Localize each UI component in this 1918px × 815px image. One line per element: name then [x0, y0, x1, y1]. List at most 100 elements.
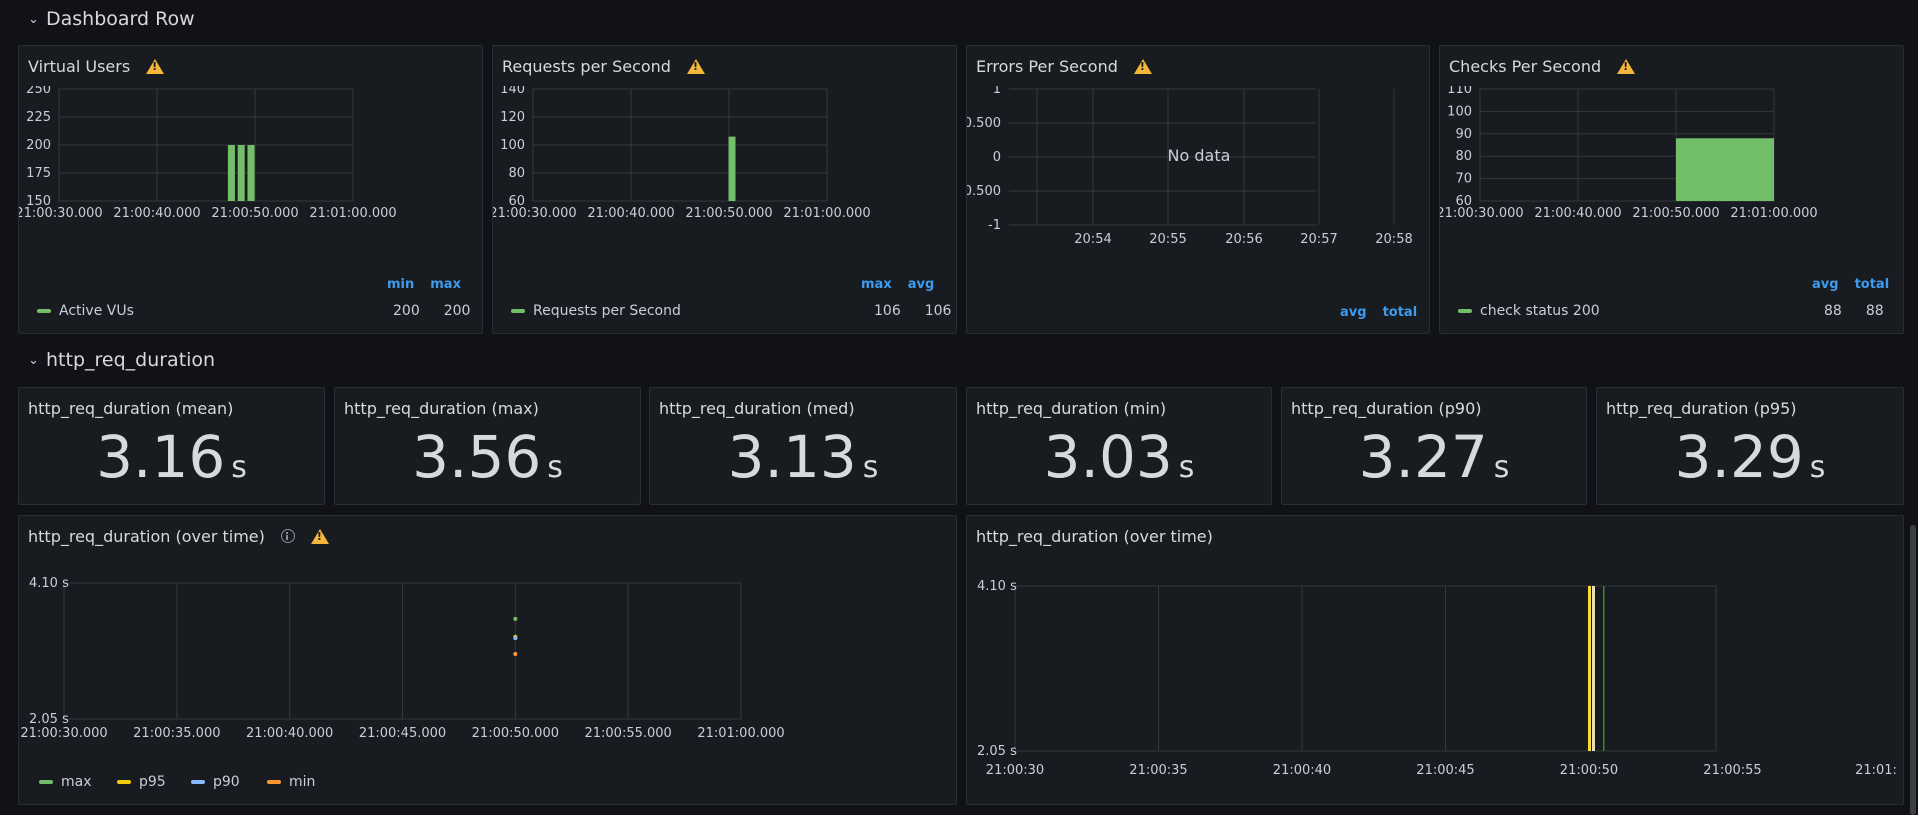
legend-value-total: 88: [1865, 303, 1884, 319]
row-header-http-req-duration[interactable]: ⌄ http_req_duration: [28, 346, 215, 374]
panel-checks-per-second[interactable]: Checks Per Second 60 70 80 90 100 110 21:00:30…: [1439, 45, 1904, 334]
chevron-down-icon: ⌄: [28, 352, 39, 368]
y-tick-label: 80: [508, 166, 525, 181]
panel-header: Requests per Second: [502, 53, 705, 79]
stat-panel-p90[interactable]: http_req_duration (p90) 3.27 s: [1281, 387, 1587, 505]
area-check-status-200: [1676, 138, 1774, 201]
bar-active-vus: [247, 145, 255, 201]
x-tick-label: 21:00:30.000: [20, 726, 107, 741]
x-tick-label: 21:01:00.000: [309, 206, 396, 221]
y-tick-label: -0.500: [967, 184, 1001, 199]
legend-col-avg[interactable]: avg: [907, 277, 935, 292]
x-tick-label: 21:00:35.000: [133, 726, 220, 741]
x-tick-label: 21:01:: [1855, 763, 1897, 778]
legend-item-check-status[interactable]: check status 200: [1458, 303, 1600, 319]
scrollbar[interactable]: [1910, 525, 1916, 815]
stat-panel-mean[interactable]: http_req_duration (mean) 3.16 s: [18, 387, 325, 505]
legend-swatch: [117, 780, 131, 784]
warning-icon[interactable]: [310, 528, 329, 544]
legend-value-avg: 88: [1824, 303, 1842, 319]
legend-swatch: [37, 309, 51, 313]
x-tick-label: 21:00:40.000: [246, 726, 333, 741]
bar-active-vus: [237, 145, 245, 201]
y-tick-label: 100: [1447, 104, 1472, 119]
chart-duration-over-time-right: 4.10 s 2.05 s 21:00:30 21:00:35 21:00:40 21:0…: [977, 579, 1897, 778]
stat-panel-max[interactable]: http_req_duration (max) 3.56 s: [334, 387, 641, 505]
legend-label: p90: [213, 774, 240, 790]
panel-title: Errors Per Second: [976, 56, 1118, 76]
chart-duration-over-time-left: 4.10 s 2.05 s21:00:30.000 21:00:35.000 21:0…: [20, 576, 784, 741]
x-tick-label: 21:00:40: [1273, 763, 1331, 778]
panel-title: http_req_duration (over time): [976, 526, 1213, 546]
legend-col-max[interactable]: max: [861, 277, 892, 292]
chevron-down-icon: ⌄: [28, 11, 39, 27]
legend-swatch: [511, 309, 525, 313]
legend-col-total[interactable]: total: [1854, 277, 1890, 292]
y-tick-label: 110: [1447, 86, 1472, 97]
stat-panel-p95[interactable]: http_req_duration (p95) 3.29 s: [1596, 387, 1904, 505]
y-tick-label: 90: [1455, 127, 1472, 142]
legend-item-min[interactable]: min: [267, 774, 315, 790]
x-tick-label: 21:00:40.000: [587, 206, 674, 221]
legend-swatch: [1458, 309, 1472, 313]
x-tick-label: 21:01:00.000: [1730, 206, 1817, 221]
bar-max: [1603, 586, 1605, 751]
y-tick-label: 150: [26, 194, 51, 209]
stat-value: 3.16 s: [96, 423, 247, 491]
x-tick-label: 21:00:50.000: [685, 206, 772, 221]
legend-value-avg: 106: [924, 303, 952, 319]
panel-header: Errors Per Second: [976, 53, 1152, 79]
y-tick-label: 4.10 s: [29, 576, 69, 591]
legend-values: 88 88: [1824, 303, 1884, 319]
legend-col-avg[interactable]: avg: [1812, 277, 1839, 292]
legend-swatch: [191, 780, 205, 784]
warning-icon[interactable]: [1617, 58, 1636, 74]
panel-virtual-users[interactable]: Virtual Users 150 175 200 225 250 21:00:30.00…: [18, 45, 483, 334]
legend-item-max[interactable]: max: [39, 774, 92, 790]
legend-item-active-vus[interactable]: Active VUs: [37, 303, 134, 319]
point-max: [513, 616, 518, 621]
x-tick-label: 21:00:45: [1416, 763, 1474, 778]
legend-header: avg total: [1340, 305, 1417, 320]
y-tick-label: 225: [26, 110, 51, 125]
panel-duration-over-time-left[interactable]: http_req_duration (over time) 4.10 s 2.05…: [18, 515, 957, 805]
stat-value: 3.27 s: [1358, 423, 1510, 491]
panel-title: http_req_duration (over time): [28, 526, 265, 546]
panel-requests-per-second[interactable]: Requests per Second 60 80 100 120 140 21:00:3…: [492, 45, 957, 334]
info-icon[interactable]: [280, 529, 295, 543]
row-title: http_req_duration: [46, 349, 216, 371]
legend-header: avg total: [1812, 277, 1889, 292]
legend-col-total[interactable]: total: [1382, 305, 1418, 320]
y-tick-label: 175: [26, 166, 51, 181]
panel-errors-per-second[interactable]: Errors Per Second 1 0.500 0 -0.500 -1 20:54 20…: [966, 45, 1430, 334]
stat-panel-min[interactable]: http_req_duration (min) 3.03 s: [966, 387, 1272, 505]
x-tick-label: 21:01:00.000: [697, 726, 784, 741]
y-tick-label: 80: [1455, 149, 1472, 164]
legend-col-max[interactable]: max: [430, 277, 461, 292]
chart-virtual-users: 150 175 200 225 250 21:00:30.000 21:00:40.000 2…: [19, 86, 397, 221]
y-tick-label: 4.10 s: [977, 579, 1017, 594]
legend-item-p95[interactable]: p95: [117, 774, 166, 790]
stat-panel-med[interactable]: http_req_duration (med) 3.13 s: [649, 387, 957, 505]
point-min: [513, 651, 518, 656]
panel-title: http_req_duration (med): [659, 398, 855, 418]
point-p90: [513, 636, 518, 641]
legend-item-p90[interactable]: p90: [191, 774, 240, 790]
bar-requests-per-second: [728, 136, 736, 201]
legend-col-min[interactable]: min: [387, 277, 415, 292]
warning-icon[interactable]: [686, 58, 705, 74]
x-tick-label: 21:00:55.000: [584, 726, 671, 741]
panel-duration-over-time-right[interactable]: http_req_duration (over time) 4.10 s 2.05…: [966, 515, 1904, 805]
warning-icon[interactable]: [146, 58, 165, 74]
row-header-dashboard[interactable]: ⌄ Dashboard Row: [28, 5, 195, 33]
y-tick-label: 250: [26, 86, 51, 97]
stat-value: 3.56 s: [412, 423, 563, 491]
y-tick-label: 70: [1455, 172, 1472, 187]
x-tick-label: 21:00:50.000: [1632, 206, 1719, 221]
warning-icon[interactable]: [1133, 58, 1152, 74]
y-tick-label: 2.05 s: [977, 744, 1017, 759]
legend-col-avg[interactable]: avg: [1340, 305, 1367, 320]
legend-item-rps[interactable]: Requests per Second: [511, 303, 681, 319]
legend-label: min: [289, 774, 316, 790]
y-tick-label: 2.05 s: [29, 712, 69, 727]
